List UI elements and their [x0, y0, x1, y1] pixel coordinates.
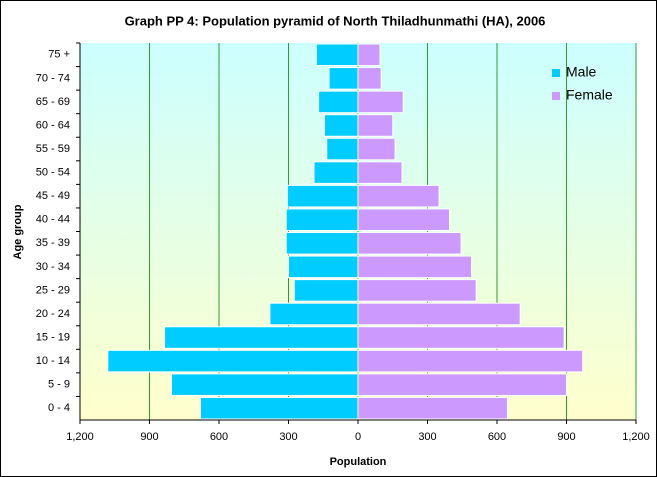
bar	[318, 90, 359, 114]
bar	[315, 43, 359, 67]
x-tick-label: 900	[140, 431, 158, 443]
legend-label: Male	[566, 64, 597, 80]
y-tick-label: 35 - 39	[36, 237, 70, 249]
bar	[357, 302, 521, 326]
y-tick-label: 5 - 9	[48, 379, 70, 391]
bar	[357, 255, 473, 279]
bar	[326, 137, 359, 161]
bar	[357, 232, 462, 255]
y-tick-label: 30 - 34	[36, 261, 70, 273]
y-tick-label: 0 - 4	[48, 402, 70, 414]
x-tick-label: 600	[488, 431, 506, 443]
y-tick-label: 15 - 19	[36, 331, 70, 343]
x-tick-label: 300	[279, 431, 297, 443]
bar	[269, 302, 359, 326]
x-tick-label: 600	[210, 431, 228, 443]
bar	[285, 232, 359, 255]
bar	[357, 184, 440, 208]
bar	[357, 326, 565, 349]
bar	[286, 184, 359, 208]
bar	[199, 396, 359, 420]
bar	[357, 161, 403, 184]
bar	[313, 161, 359, 184]
x-tick-label: 1,200	[66, 431, 94, 443]
bar	[357, 90, 404, 114]
y-tick-label: 20 - 24	[36, 308, 70, 320]
bar	[357, 349, 584, 373]
bar	[357, 114, 394, 137]
y-tick-label: 60 - 64	[36, 119, 70, 131]
bar	[288, 255, 359, 279]
x-axis-title: Population	[330, 456, 387, 468]
bar	[357, 396, 508, 420]
legend-label: Female	[566, 87, 613, 103]
bar	[323, 114, 359, 137]
y-axis-title: Age group	[12, 204, 24, 259]
legend-swatch	[552, 69, 560, 77]
bar	[328, 67, 359, 90]
bar	[357, 137, 396, 161]
bar	[357, 279, 477, 302]
bar	[171, 373, 359, 396]
y-tick-label: 55 - 59	[36, 143, 70, 155]
y-tick-label: 45 - 49	[36, 190, 70, 202]
x-tick-label: 300	[418, 431, 436, 443]
bar	[164, 326, 359, 349]
y-tick-label: 40 - 44	[36, 214, 70, 226]
bar	[357, 43, 381, 67]
bar	[107, 349, 359, 373]
x-tick-label: 900	[557, 431, 575, 443]
bar	[357, 67, 382, 90]
y-tick-label: 25 - 29	[36, 284, 70, 296]
y-tick-label: 75 +	[48, 49, 70, 61]
bar	[357, 373, 567, 396]
y-tick-label: 70 - 74	[36, 72, 70, 84]
chart-title: Graph PP 4: Population pyramid of North …	[125, 13, 546, 28]
y-tick-label: 65 - 69	[36, 96, 70, 108]
x-tick-label: 0	[355, 431, 361, 443]
legend-swatch	[552, 92, 560, 100]
bar	[357, 208, 451, 231]
x-tick-label: 1,200	[622, 431, 650, 443]
y-tick-label: 50 - 54	[36, 167, 70, 179]
bar	[293, 279, 359, 302]
bar	[285, 208, 359, 231]
y-tick-label: 10 - 14	[36, 355, 70, 367]
